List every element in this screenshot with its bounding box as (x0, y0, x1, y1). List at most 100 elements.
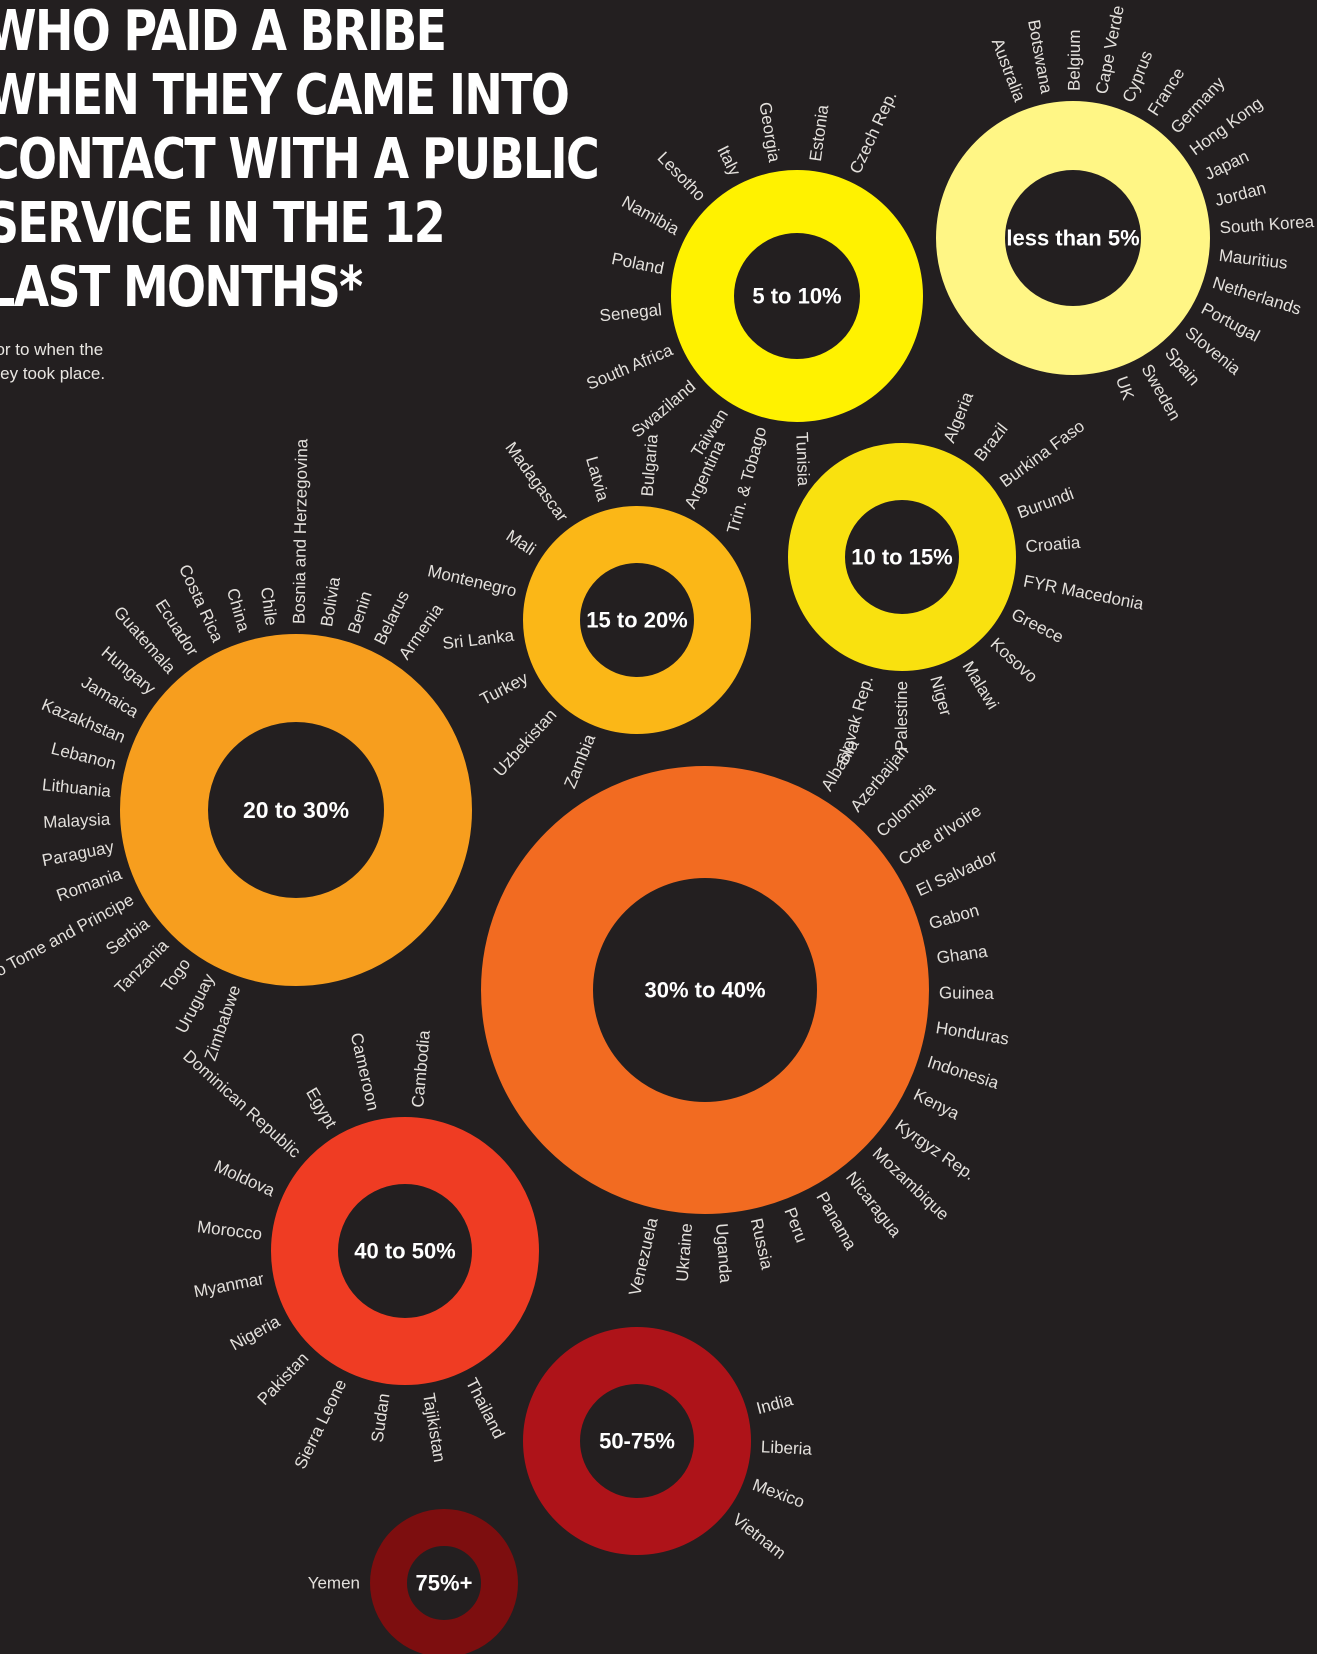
country-label: Paraguay (40, 837, 116, 870)
group-40-to-50: 40 to 50% Thailand Tajikistan Sudan Sierra L… (179, 1029, 539, 1472)
country-label: Panama (812, 1189, 860, 1254)
country-label: Gabon (927, 901, 981, 934)
country-label: Peru (780, 1205, 811, 1245)
title-line: SERVICE IN THE 12 (0, 191, 446, 256)
country-label: Ukraine (673, 1223, 697, 1283)
country-label: Cyprus (1119, 48, 1157, 105)
country-label: Trin. & Tobago (723, 425, 770, 536)
country-label: Georgia (755, 101, 784, 164)
country-label: Honduras (934, 1018, 1010, 1049)
country-label: Morocco (196, 1217, 263, 1243)
country-label: Greece (1008, 605, 1066, 647)
donut-ring (370, 1509, 518, 1654)
group-label: 75%+ (416, 1571, 473, 1596)
group-label: 20 to 30% (243, 797, 349, 823)
country-label: Chile (257, 586, 281, 627)
title-line: WHO PAID A BRIBE (0, 0, 447, 64)
country-label: Moldova (211, 1157, 278, 1201)
country-label: Thailand (462, 1375, 509, 1442)
country-label: Guinea (939, 983, 995, 1003)
donut-ring (120, 634, 472, 986)
country-label: Kosovo (987, 634, 1042, 686)
country-label: Indonesia (925, 1052, 1002, 1093)
group-label: 50-75% (599, 1429, 675, 1454)
country-label: Turkey (477, 668, 532, 709)
country-label: Benin (344, 589, 376, 636)
country-label: Togo (157, 955, 194, 996)
country-label: Sierra Leone (291, 1376, 351, 1472)
donut-ring (523, 1327, 751, 1555)
country-label: Czech Rep. (846, 88, 901, 177)
country-label: Japan (1202, 147, 1252, 184)
country-label: Swaziland (628, 377, 699, 442)
donut-ring (671, 170, 923, 422)
country-label: India (754, 1390, 795, 1418)
country-label: Bosnia and Herzegovina (290, 438, 312, 624)
country-label: Madagascar (501, 438, 572, 525)
country-label: Nigeria (227, 1312, 284, 1355)
country-label: Croatia (1025, 533, 1082, 556)
country-label: Dominican Republic (179, 1046, 304, 1162)
country-label: Burundi (1015, 484, 1077, 522)
country-label: FYR Macedonia (1022, 572, 1146, 614)
country-label: Malaysia (43, 810, 111, 832)
donut-ring (481, 766, 929, 1214)
country-label: Pakistan (254, 1349, 313, 1409)
country-label: Senegal (599, 300, 663, 325)
country-label: Palestine (892, 681, 911, 751)
country-label: Bulgaria (638, 433, 662, 497)
group-30-to-40: 30% to 40%AlbaniaAzerbaijanColombiaCote … (481, 735, 1010, 1298)
country-label: Mauritius (1218, 246, 1289, 273)
group-20-to-30: 20 to 30%ZimbabweUruguayTogoTanzaniaSerb… (0, 438, 472, 1063)
donut-ring (523, 506, 751, 734)
country-label: Cambodia (408, 1029, 434, 1108)
country-label: Sri Lanka (441, 626, 515, 654)
donut-ring (936, 101, 1210, 375)
group-label: 5 to 10% (752, 284, 841, 309)
country-label: UK (1112, 374, 1138, 403)
country-label: Liberia (760, 1437, 812, 1458)
country-label: Vietnam (729, 1510, 790, 1563)
country-label: Algeria (940, 389, 978, 446)
country-label: Latvia (582, 454, 613, 503)
country-label: South Korea (1219, 212, 1315, 237)
country-label: South Africa (584, 340, 676, 394)
country-label: Burkina Faso (996, 416, 1088, 491)
country-label: Russia (747, 1216, 777, 1271)
country-label: Lesotho (654, 148, 710, 205)
country-label: China (223, 586, 254, 634)
country-label: Montenegro (426, 561, 519, 600)
group-label: less than 5% (1006, 226, 1139, 251)
donut-ring (788, 443, 1016, 671)
country-label: Poland (610, 249, 666, 278)
country-label: Cape Verde (1092, 4, 1128, 96)
group-label: 15 to 20% (586, 608, 688, 633)
footnote-line: rior to when the (0, 340, 104, 359)
group-75: 75%+ Yemen (308, 1509, 518, 1654)
country-label: Belgium (1065, 30, 1084, 92)
title-line: LAST MONTHS* (0, 255, 363, 320)
group-label: 30% to 40% (644, 978, 765, 1003)
country-label: Sudan (368, 1392, 394, 1443)
footnote: rior to when the rvey took place. (0, 338, 105, 386)
country-label: Yemen (308, 1574, 360, 1593)
country-label: Ghana (936, 942, 990, 968)
country-label: Tajikistan (419, 1392, 449, 1464)
country-label: Spain (1161, 344, 1204, 389)
country-label: Mali (503, 526, 539, 559)
country-label: Malawi (959, 658, 1003, 713)
donut-ring (271, 1117, 539, 1385)
country-label: Botswana (1024, 18, 1056, 95)
country-label: Uzbekistan (490, 705, 561, 780)
country-label: Venezuela (625, 1215, 661, 1297)
chart-title: WHO PAID A BRIBE WHEN THEY CAME INTO CON… (0, 0, 600, 320)
title-line: CONTACT WITH A PUBLIC (0, 127, 600, 192)
title-line: WHEN THEY CAME INTO (0, 63, 570, 128)
country-label: Italy (713, 142, 744, 179)
country-label: Egypt (302, 1084, 340, 1131)
country-label: Brazil (970, 420, 1011, 465)
